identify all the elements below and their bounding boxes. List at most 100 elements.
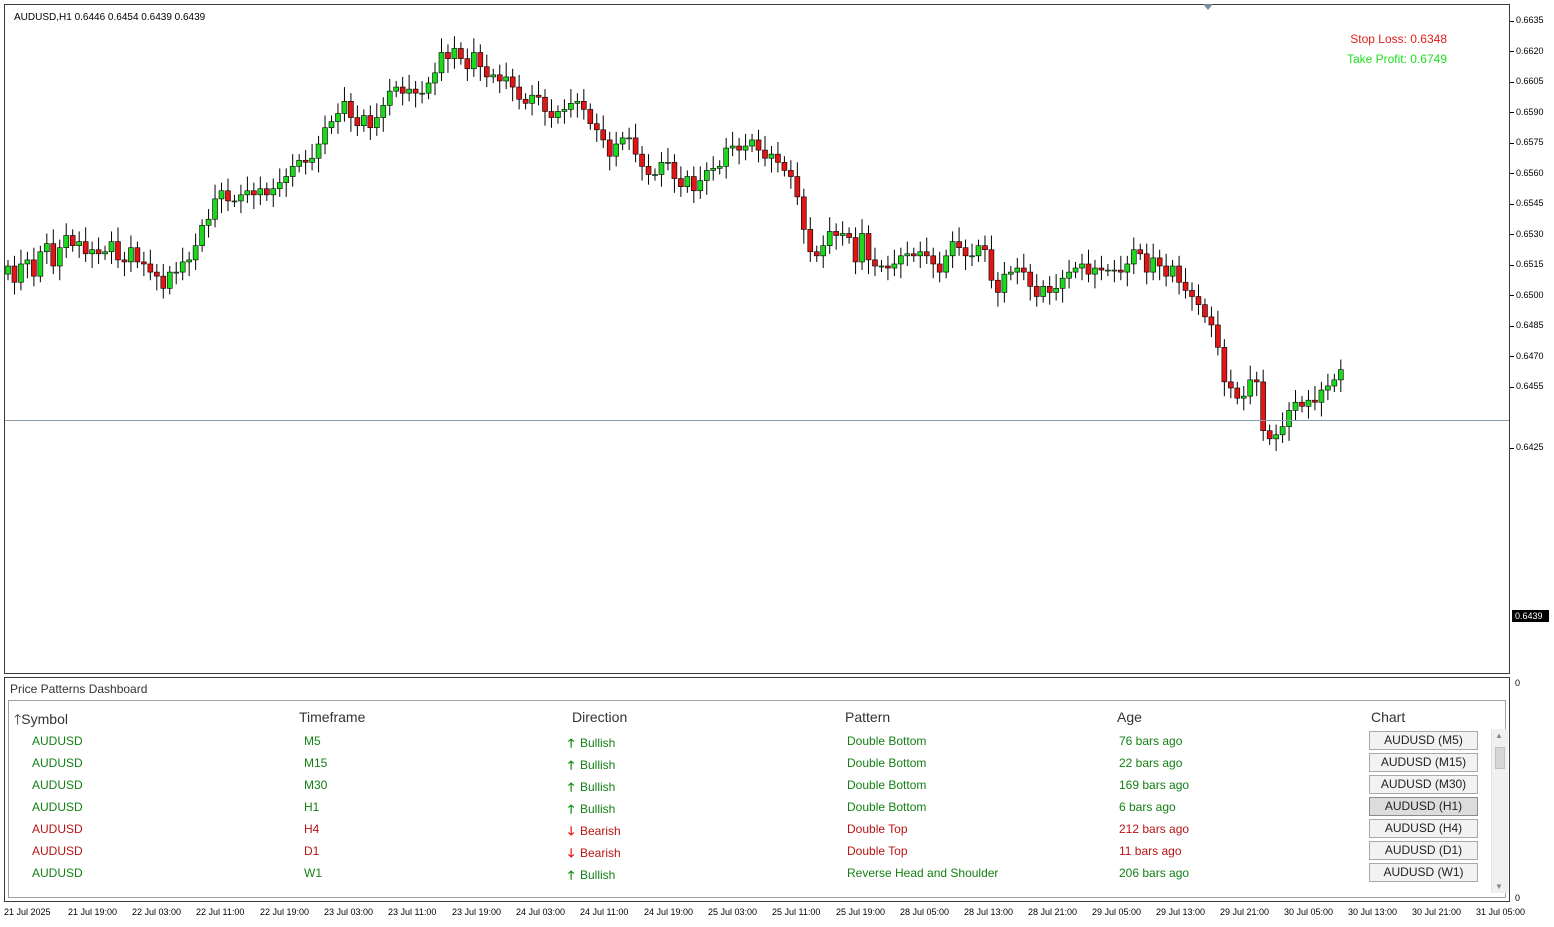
candle (69, 229, 76, 252)
open-chart-button[interactable]: AUDUSD (M15) (1369, 753, 1478, 772)
bull-candle-body (63, 235, 70, 248)
price-tick-mark (1510, 204, 1514, 205)
open-chart-button[interactable]: AUDUSD (H4) (1369, 819, 1478, 838)
bull-candle-body (555, 111, 561, 118)
open-chart-button[interactable]: AUDUSD (H1) (1369, 797, 1478, 816)
candle (1092, 259, 1098, 289)
header-chart[interactable]: Chart (1371, 709, 1406, 725)
bear-candle-body (671, 162, 678, 179)
chart-shift-marker-icon[interactable] (1203, 4, 1213, 10)
header-timeframe[interactable]: Timeframe (299, 709, 366, 725)
candle (872, 247, 878, 277)
candlestick-chart[interactable] (5, 5, 1509, 673)
candle (1253, 371, 1260, 397)
bull-candle-body (561, 109, 568, 112)
candle (348, 93, 354, 132)
bear-candle-body (1195, 296, 1202, 305)
dashboard-table: 🡑Symbol Timeframe Direction Pattern Age … (8, 700, 1508, 898)
candle (516, 74, 522, 110)
bull-candle-body (451, 48, 458, 59)
arrow-up-icon: 🡑 (568, 868, 575, 882)
bull-candle-body (108, 241, 115, 253)
arrow-up-icon: 🡑 (568, 736, 575, 750)
bull-candle-body (574, 101, 581, 104)
bear-candle-body (691, 176, 697, 192)
bull-candle-body (1169, 265, 1176, 277)
bear-candle-body (399, 86, 406, 94)
price-tick-mark (1510, 51, 1514, 52)
row-timeframe: D1 (304, 844, 320, 858)
bull-candle-body (1008, 271, 1014, 275)
open-chart-button[interactable]: AUDUSD (M30) (1369, 775, 1478, 794)
bear-candle-body (154, 271, 160, 277)
row-timeframe: M15 (304, 756, 328, 770)
time-tick-label: 22 Jul 11:00 (196, 907, 245, 917)
candle (1247, 365, 1254, 405)
candle (82, 227, 89, 262)
candle (1279, 412, 1286, 443)
bull-candle-body (503, 76, 509, 82)
header-pattern[interactable]: Pattern (845, 709, 891, 725)
bull-candle-body (652, 174, 658, 176)
bear-candle-body (1163, 265, 1169, 277)
bull-candle-body (270, 188, 277, 196)
candle (749, 133, 755, 153)
bear-candle-body (412, 88, 419, 94)
candle (587, 103, 594, 130)
candle (600, 115, 607, 149)
candle (949, 231, 956, 269)
bull-candle-body (1040, 286, 1046, 297)
bull-candle-body (490, 74, 497, 78)
candle (632, 123, 639, 163)
price-tick-label: 0.6425 (1516, 442, 1544, 452)
candle (464, 48, 471, 81)
time-tick-label: 30 Jul 21:00 (1412, 907, 1462, 917)
bull-candle-body (373, 117, 380, 129)
price-tick-label: 0.6485 (1516, 320, 1544, 330)
row-direction: 🡓 Bearish (568, 822, 621, 843)
scroll-up-icon[interactable]: ▲ (1495, 731, 1503, 740)
candle (956, 227, 962, 256)
candle (231, 194, 238, 208)
row-pattern: Double Bottom (847, 734, 927, 748)
bull-candle-body (205, 218, 212, 226)
bull-candle-body (839, 233, 846, 236)
price-tick-label: 0.6590 (1516, 106, 1544, 117)
price-tick-mark (1510, 265, 1514, 266)
candle (115, 227, 121, 269)
price-chart[interactable]: AUDUSD,H1 0.6446 0.6454 0.6439 0.6439 St… (4, 4, 1510, 674)
candle (1059, 270, 1066, 303)
row-timeframe: M5 (304, 734, 321, 748)
candle (341, 87, 348, 122)
scroll-thumb[interactable] (1495, 747, 1505, 769)
bull-candle-body (684, 176, 691, 188)
bull-candle-body (89, 249, 95, 255)
scroll-down-icon[interactable]: ▼ (1495, 882, 1503, 891)
candle (1215, 310, 1221, 356)
bull-candle-body (393, 86, 400, 92)
candle (335, 103, 341, 134)
price-tick-label: 0.6515 (1516, 259, 1544, 269)
open-chart-button[interactable]: AUDUSD (M5) (1369, 731, 1478, 750)
candle (1240, 385, 1247, 411)
candle (1150, 243, 1156, 281)
price-tick-mark (1510, 326, 1514, 327)
candle (166, 266, 173, 295)
header-age[interactable]: Age (1117, 709, 1142, 725)
open-chart-button[interactable]: AUDUSD (D1) (1369, 841, 1478, 860)
row-age: 212 bars ago (1119, 822, 1190, 836)
candle (95, 237, 102, 264)
bull-candle-body (231, 200, 238, 203)
bull-candle-body (1066, 271, 1072, 279)
dashboard-scrollbar[interactable]: ▲ ▼ (1491, 729, 1508, 893)
bull-candle-body (820, 245, 827, 257)
header-direction[interactable]: Direction (572, 709, 628, 725)
bear-candle-body (962, 247, 969, 257)
bull-candle-body (328, 121, 335, 129)
header-symbol[interactable]: 🡑Symbol (14, 711, 68, 727)
candle (1286, 402, 1292, 441)
row-direction-label: Bullish (580, 802, 616, 816)
bull-candle-body (309, 157, 315, 163)
open-chart-button[interactable]: AUDUSD (W1) (1369, 863, 1478, 882)
